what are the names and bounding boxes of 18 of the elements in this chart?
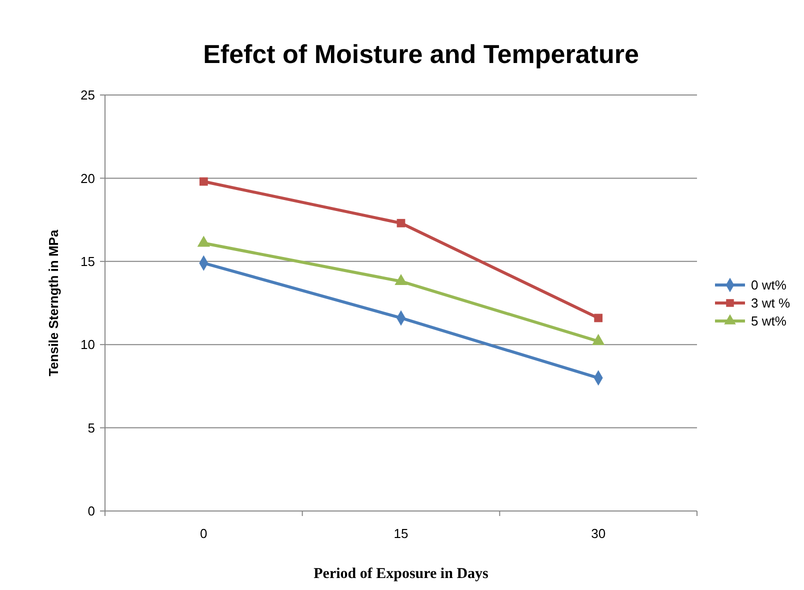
legend-label: 3 wt % (751, 296, 790, 311)
chart-title: Efefct of Moisture and Temperature (203, 39, 639, 69)
point (594, 314, 603, 322)
point (396, 218, 406, 228)
y-tick-label: 0 (88, 504, 95, 519)
y-tick-label: 5 (88, 420, 95, 436)
point (199, 177, 208, 186)
y-tick-label: 15 (80, 254, 95, 269)
x-tick-label: 15 (394, 526, 408, 541)
legend-label: 5 wt% (751, 314, 787, 329)
y-tick-label: 10 (80, 337, 95, 352)
x-tick-label: 0 (200, 526, 208, 541)
x-axis-title: Period of Exposure in Days (314, 566, 489, 582)
legend-label: 0 wt% (751, 278, 787, 293)
y-tick-label: 20 (80, 170, 95, 186)
y-tick-label: 25 (80, 88, 95, 103)
y-axis-title: Tensile Sterngth in MPa (46, 229, 61, 376)
x-tick-label: 30 (591, 526, 606, 541)
